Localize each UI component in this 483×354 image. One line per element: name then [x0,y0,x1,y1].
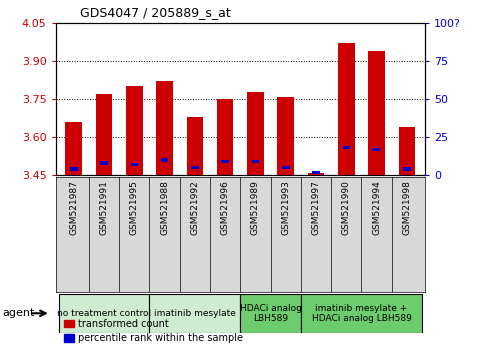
Bar [191,166,199,169]
Bar [247,92,264,175]
Text: GSM521993: GSM521993 [281,181,290,235]
Bar [58,294,149,333]
Bar [308,173,325,175]
Bar [100,161,108,165]
Bar [65,122,82,175]
Bar [301,294,422,333]
Bar [161,158,169,162]
Text: GSM521988: GSM521988 [160,181,169,235]
Bar [70,167,77,171]
Bar [277,97,294,175]
Text: imatinib mesylate: imatinib mesylate [154,309,236,318]
Text: GSM521990: GSM521990 [342,181,351,235]
Text: imatinib mesylate +
HDACi analog LBH589: imatinib mesylate + HDACi analog LBH589 [312,304,412,323]
Text: GSM521995: GSM521995 [130,181,139,235]
Bar [156,81,173,175]
Bar [149,294,241,333]
Text: GSM521996: GSM521996 [221,181,229,235]
Text: GSM521994: GSM521994 [372,181,381,235]
Bar [312,171,320,174]
Bar [126,86,142,175]
Bar [373,148,381,151]
Bar [217,99,233,175]
Text: agent: agent [2,308,35,318]
Legend: transformed count, percentile rank within the sample: transformed count, percentile rank withi… [60,315,247,347]
Text: HDACi analog
LBH589: HDACi analog LBH589 [240,304,301,323]
Text: GSM521998: GSM521998 [402,181,412,235]
Bar [241,294,301,333]
Bar [96,94,113,175]
Bar [398,127,415,175]
Text: GSM521989: GSM521989 [251,181,260,235]
Bar [403,167,411,171]
Text: GSM521992: GSM521992 [190,181,199,235]
Text: GSM521991: GSM521991 [99,181,109,235]
Bar [282,166,289,169]
Text: GSM521987: GSM521987 [69,181,78,235]
Bar [186,117,203,175]
Text: no treatment control: no treatment control [57,309,151,318]
Text: GSM521997: GSM521997 [312,181,321,235]
Bar [252,160,259,163]
Bar [342,146,350,149]
Text: GDS4047 / 205889_s_at: GDS4047 / 205889_s_at [80,6,230,19]
Bar [130,163,138,166]
Bar [368,51,385,175]
Bar [221,160,229,163]
Bar [338,43,355,175]
